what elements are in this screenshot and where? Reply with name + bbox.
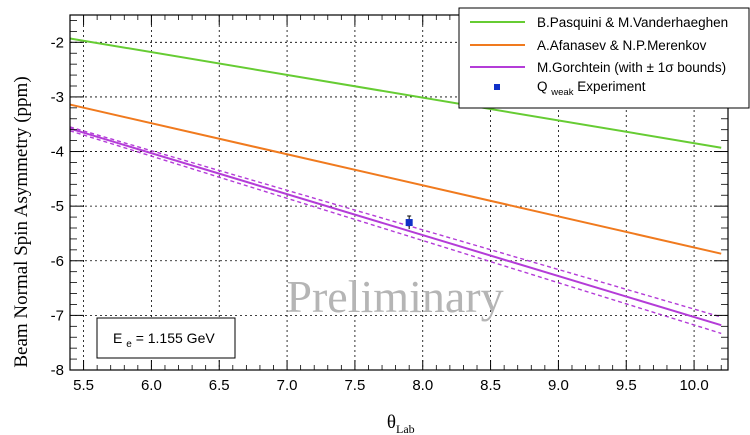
- watermark-text: Preliminary: [286, 271, 503, 322]
- energy-label-sub: e: [126, 339, 132, 350]
- energy-label-main: E: [113, 330, 122, 346]
- x-tick-label: 9.5: [616, 377, 637, 394]
- y-tick-label: -6: [51, 253, 64, 270]
- series-line-2: [69, 127, 722, 327]
- x-axis-title-sub: Lab: [396, 422, 415, 435]
- x-axis-title-main: θ: [387, 412, 396, 433]
- energy-label-box: E e = 1.155 GeV: [96, 317, 236, 359]
- legend: B.Pasquini & M.Vanderhaeghen A.Afanasev …: [458, 7, 750, 109]
- x-tick-label: 7.0: [277, 377, 298, 394]
- x-tick-label: 6.5: [209, 377, 230, 394]
- legend-label-afanasev: A.Afanasev & N.P.Merenkov: [537, 38, 707, 53]
- series-layer: [69, 37, 722, 335]
- experiment-data-point: [405, 219, 413, 227]
- x-tick-label: 5.5: [73, 377, 94, 394]
- x-tick-label: 8.5: [480, 377, 501, 394]
- series-lower-bound-line: [69, 130, 722, 335]
- legend-label-experiment-sub: weak: [550, 87, 573, 98]
- legend-label-experiment-rest: Experiment: [577, 79, 646, 94]
- legend-label-experiment-main: Q: [537, 79, 548, 94]
- y-tick-label: -5: [51, 198, 64, 215]
- series-upper-bound-line: [69, 126, 722, 318]
- legend-label-gorchtein: M.Gorchtein (with ± 1σ bounds): [537, 60, 726, 75]
- energy-label-rest: = 1.155 GeV: [136, 330, 216, 346]
- legend-label-pasquini: B.Pasquini & M.Vanderhaeghen: [537, 15, 728, 30]
- svg-text:Q weak Experiment: Q weak Experiment: [537, 79, 646, 98]
- y-tick-label: -2: [51, 34, 64, 51]
- x-tick-label: 7.5: [344, 377, 365, 394]
- series-line-1: [69, 103, 722, 255]
- y-tick-label: -3: [51, 89, 64, 106]
- axis-ticks: 5.5 6.0 6.5 7.0 7.5 8.0 8.5 9.0 9.5 10.0 -2 -3 -4 -5 -…: [51, 15, 728, 394]
- x-tick-label: 6.0: [141, 377, 162, 394]
- legend-marker-experiment: [494, 84, 500, 90]
- x-tick-label: 10.0: [679, 377, 708, 394]
- y-axis-title: Beam Normal Spin Asymmetry (ppm): [11, 76, 32, 367]
- plot-frame: [69, 14, 729, 371]
- svg-text:E e = 1.155 GeV: E e = 1.155 GeV: [113, 330, 215, 350]
- x-axis-title: θ: [387, 412, 396, 433]
- x-tick-label: 9.0: [548, 377, 569, 394]
- grid: [70, 15, 728, 370]
- y-tick-label: -8: [51, 362, 64, 379]
- y-tick-label: -7: [51, 307, 64, 324]
- series-line-0: [69, 37, 722, 149]
- experiment-layer: [405, 215, 413, 230]
- x-tick-label: 8.0: [412, 377, 433, 394]
- y-tick-label: -4: [51, 144, 64, 161]
